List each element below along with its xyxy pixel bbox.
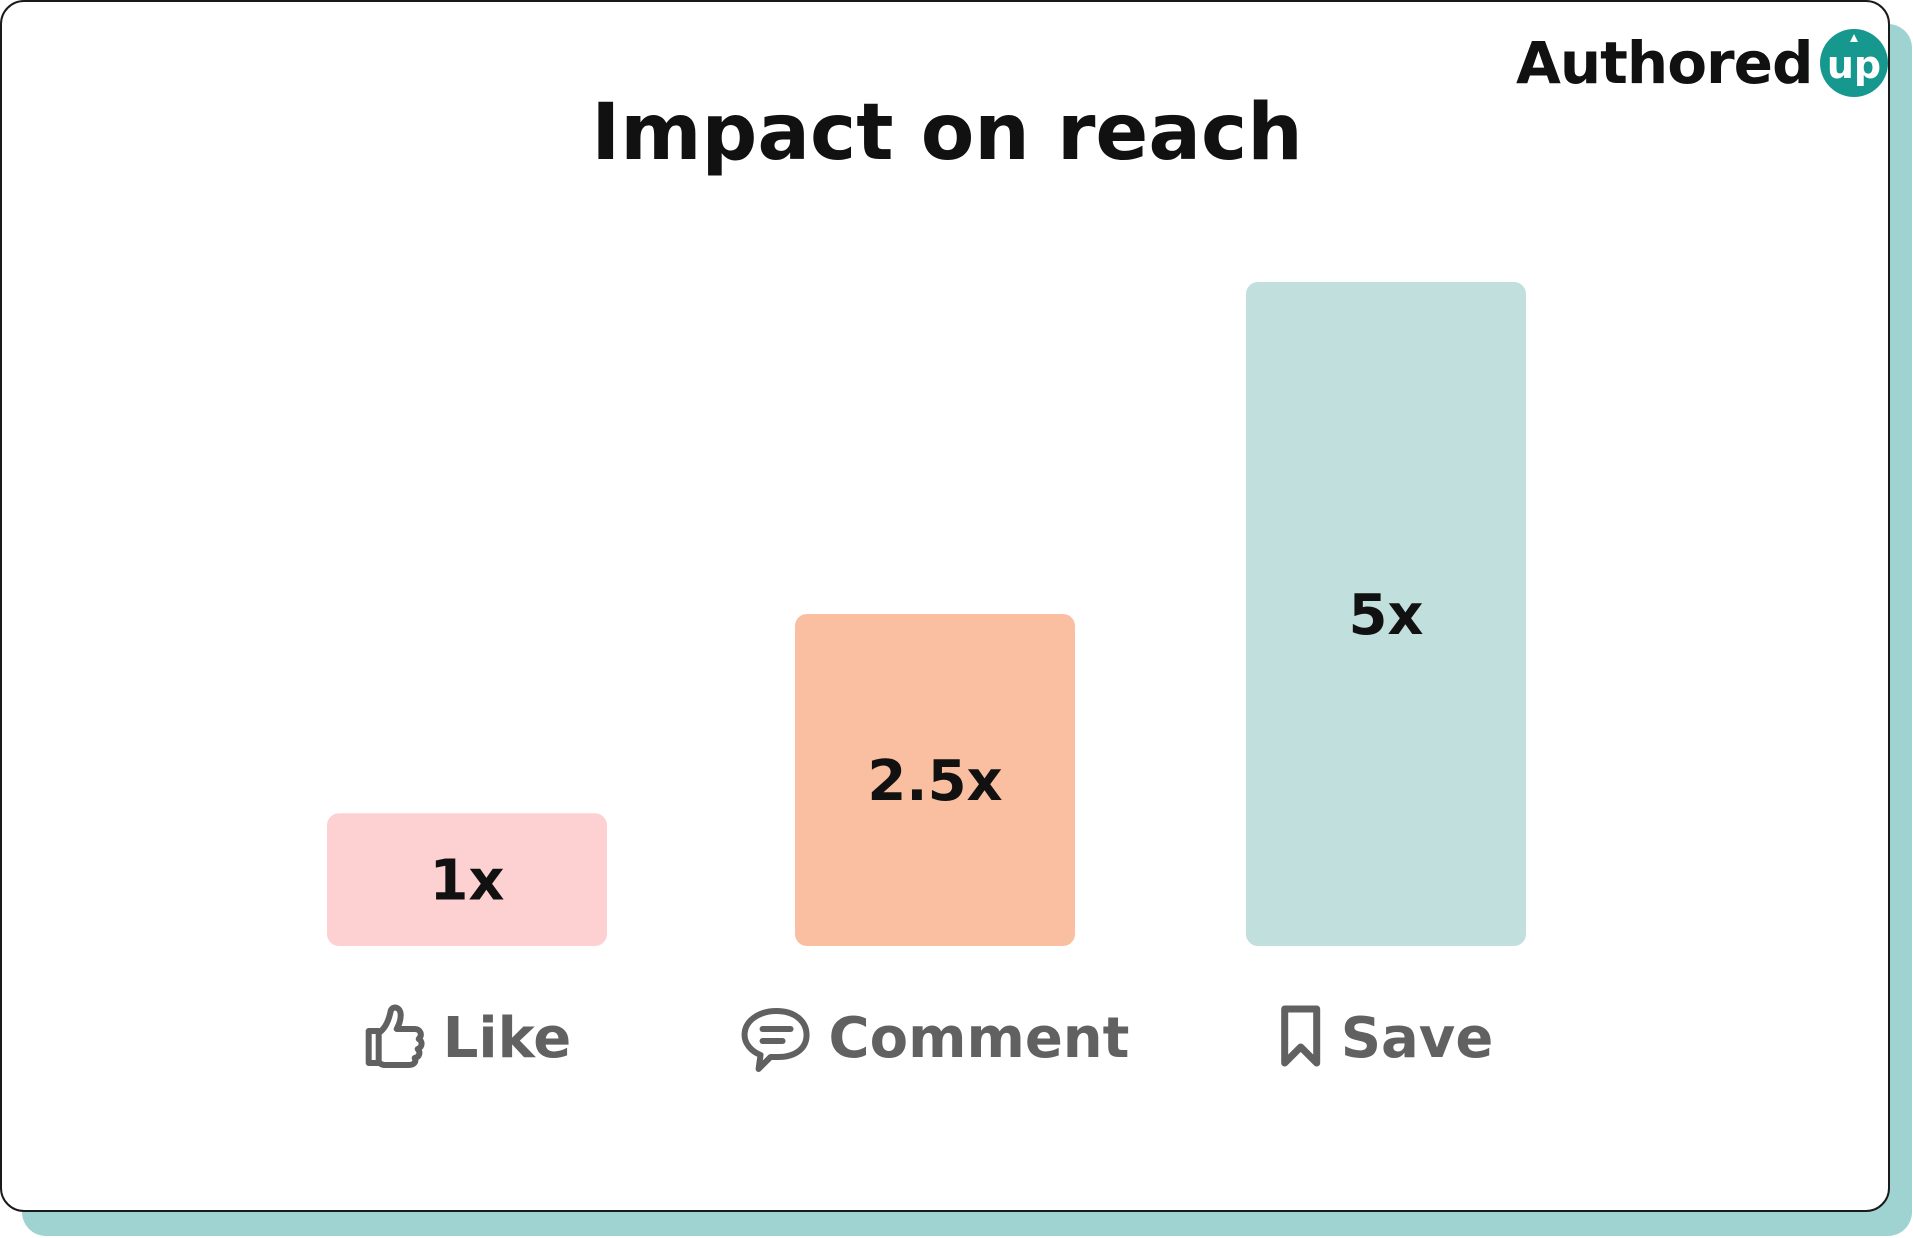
- brand-logo: Authored up: [1516, 28, 1889, 98]
- chart-title: Impact on reach: [591, 88, 1303, 178]
- category-text: Comment: [829, 1006, 1130, 1071]
- bookmark-icon: [1281, 1005, 1321, 1067]
- brand-badge-icon: up: [1819, 29, 1888, 97]
- brand-badge-text: up: [1826, 43, 1880, 87]
- bar-chart-plot: 1x Like 2.5x Comment 5x Save: [327, 282, 1526, 1072]
- bar-value-label: 5x: [1348, 583, 1423, 648]
- comment-icon: [741, 1008, 810, 1072]
- bar-save: [1246, 282, 1526, 946]
- category-label-like: Like: [365, 1004, 572, 1071]
- bar-value-label: 1x: [429, 849, 504, 914]
- bar-comment: [795, 614, 1075, 946]
- bar-like: [327, 813, 607, 946]
- category-label-save: Save: [1281, 1005, 1494, 1071]
- category-label-comment: Comment: [741, 1006, 1130, 1072]
- brand-name: Authored: [1516, 29, 1813, 97]
- category-text: Save: [1341, 1006, 1494, 1071]
- chart-card: Authored up Impact on reach 1x Like 2.5x Co…: [0, 0, 1890, 1212]
- bar-value-label: 2.5x: [867, 749, 1002, 814]
- thumbs-up-icon: [365, 1004, 425, 1068]
- category-text: Like: [443, 1006, 572, 1071]
